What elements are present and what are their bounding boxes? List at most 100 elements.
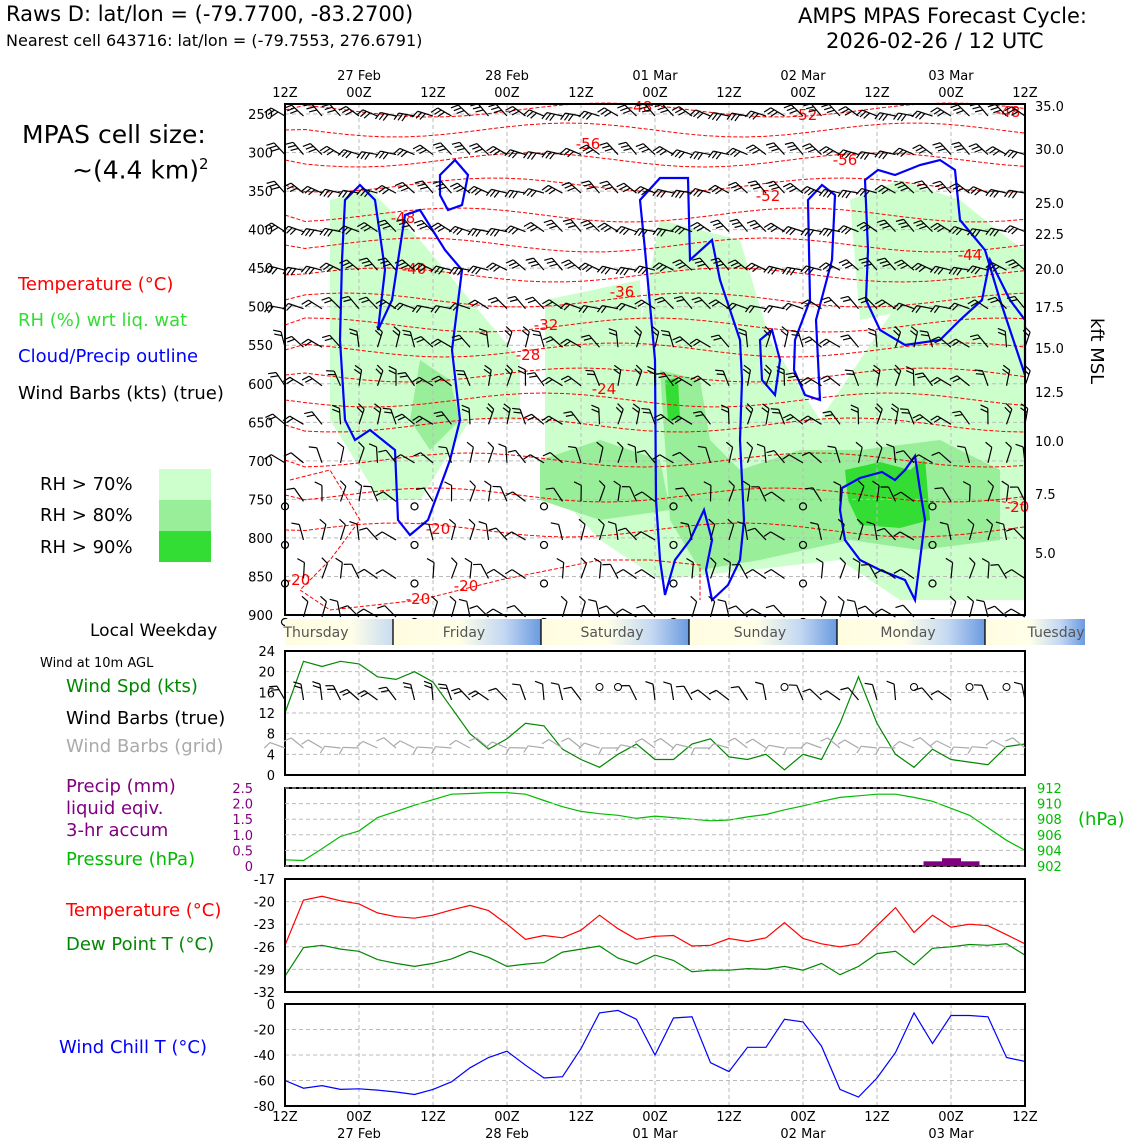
wind-barb [333,370,342,387]
wind-barb-grid [263,742,271,749]
windchill-y-tick: -60 [254,1075,275,1090]
wind-barb [570,218,582,233]
wind-barb [269,305,286,310]
wind-barb [652,326,660,333]
wind-barb [522,188,530,196]
kft-tick-label: 35.0 [1035,100,1064,115]
wind-barb [747,527,756,532]
wind-barb [744,110,752,118]
wind-barb [986,518,993,526]
wind-barb [271,111,279,118]
wind-barb [508,150,515,158]
wind-barb [438,375,452,387]
wind-barb [286,378,294,385]
wind-barb [752,266,760,273]
wind-barb [933,306,940,314]
wind-barb [485,188,492,196]
calm-circle [539,579,549,588]
wind-barb [697,152,704,160]
wind-barb [678,228,685,235]
wind-barb [376,364,384,372]
wind-barb [980,404,989,409]
wind-barb [930,107,938,113]
wind-barb [493,568,508,579]
wind-barb [469,562,473,579]
wind-barb [413,335,422,341]
wind-barb [981,370,989,386]
wind-barb [321,296,330,301]
calm-circle [410,502,419,511]
wind-barb [338,189,344,198]
wind-barb [819,595,827,603]
wind-barb [761,407,769,414]
wind-barb [560,112,566,120]
cloud-outline-0 [338,183,464,537]
wind-barb [857,480,865,487]
wind-barb [997,564,1008,579]
wind-barb [687,524,693,541]
pressure-series-line [284,792,1026,862]
wind-barb [348,296,360,310]
wind-barb [604,111,612,117]
wind-barb [933,266,940,274]
wind-barb [637,229,644,237]
wind-barb [900,224,909,229]
wind-barb [397,149,404,156]
wind-barb [271,186,280,190]
wind-barb [900,187,909,192]
wind-barb [765,604,774,609]
wind-barb [815,557,824,564]
wind-barb [597,107,605,113]
wind-barb [340,295,349,300]
wind-barb [287,338,295,343]
wind-barb [345,110,353,116]
wind-barb [900,150,908,158]
wind-barb [897,262,905,267]
wind-barb [763,531,771,537]
wind-barb [956,147,965,152]
wind-barb [767,224,775,231]
wind-barb [454,302,471,310]
wind-barb [307,338,323,348]
wind-barb [434,109,442,115]
wind-barb-grid [435,746,452,749]
wind-barb [394,413,403,419]
wind-barb [782,182,791,188]
wind-barb-true [357,690,365,695]
wind-barb [911,454,920,460]
wind-barb [1009,189,1026,194]
wind-barb [432,142,441,146]
wind-barb [401,413,415,425]
wind-barb [781,226,789,233]
wind-barb [546,222,555,227]
wind-barb [1001,480,1009,487]
rh-shading-5 [540,440,670,520]
wind-barb-true [360,692,369,698]
wind-barb [989,190,996,198]
wind-barb [1007,108,1016,114]
wind-barb [304,187,312,194]
wind-barb [509,298,518,303]
wind-barb [850,404,859,409]
wind-barb [658,375,667,379]
wind-barb [639,106,648,110]
wind-barb [993,229,1000,237]
wind-barb-grid [393,740,401,747]
wind-barb [950,562,954,579]
calm-circle [910,683,918,691]
wind-barb [868,564,878,579]
wind-barb-true [346,689,360,701]
wind-barb [746,447,754,464]
pressure-y-tick: 908 [1037,813,1062,828]
wind-barb [521,330,529,337]
wind-barb [767,266,774,274]
wind-barb [930,222,938,229]
wind-barb [954,413,963,417]
wind-barb [987,480,994,487]
wind-barb [319,518,327,525]
wind-barb [797,331,804,348]
wind-barb [641,569,656,579]
wind-barb [323,147,331,154]
wind-barb [916,183,925,187]
wind-barb [763,446,767,463]
